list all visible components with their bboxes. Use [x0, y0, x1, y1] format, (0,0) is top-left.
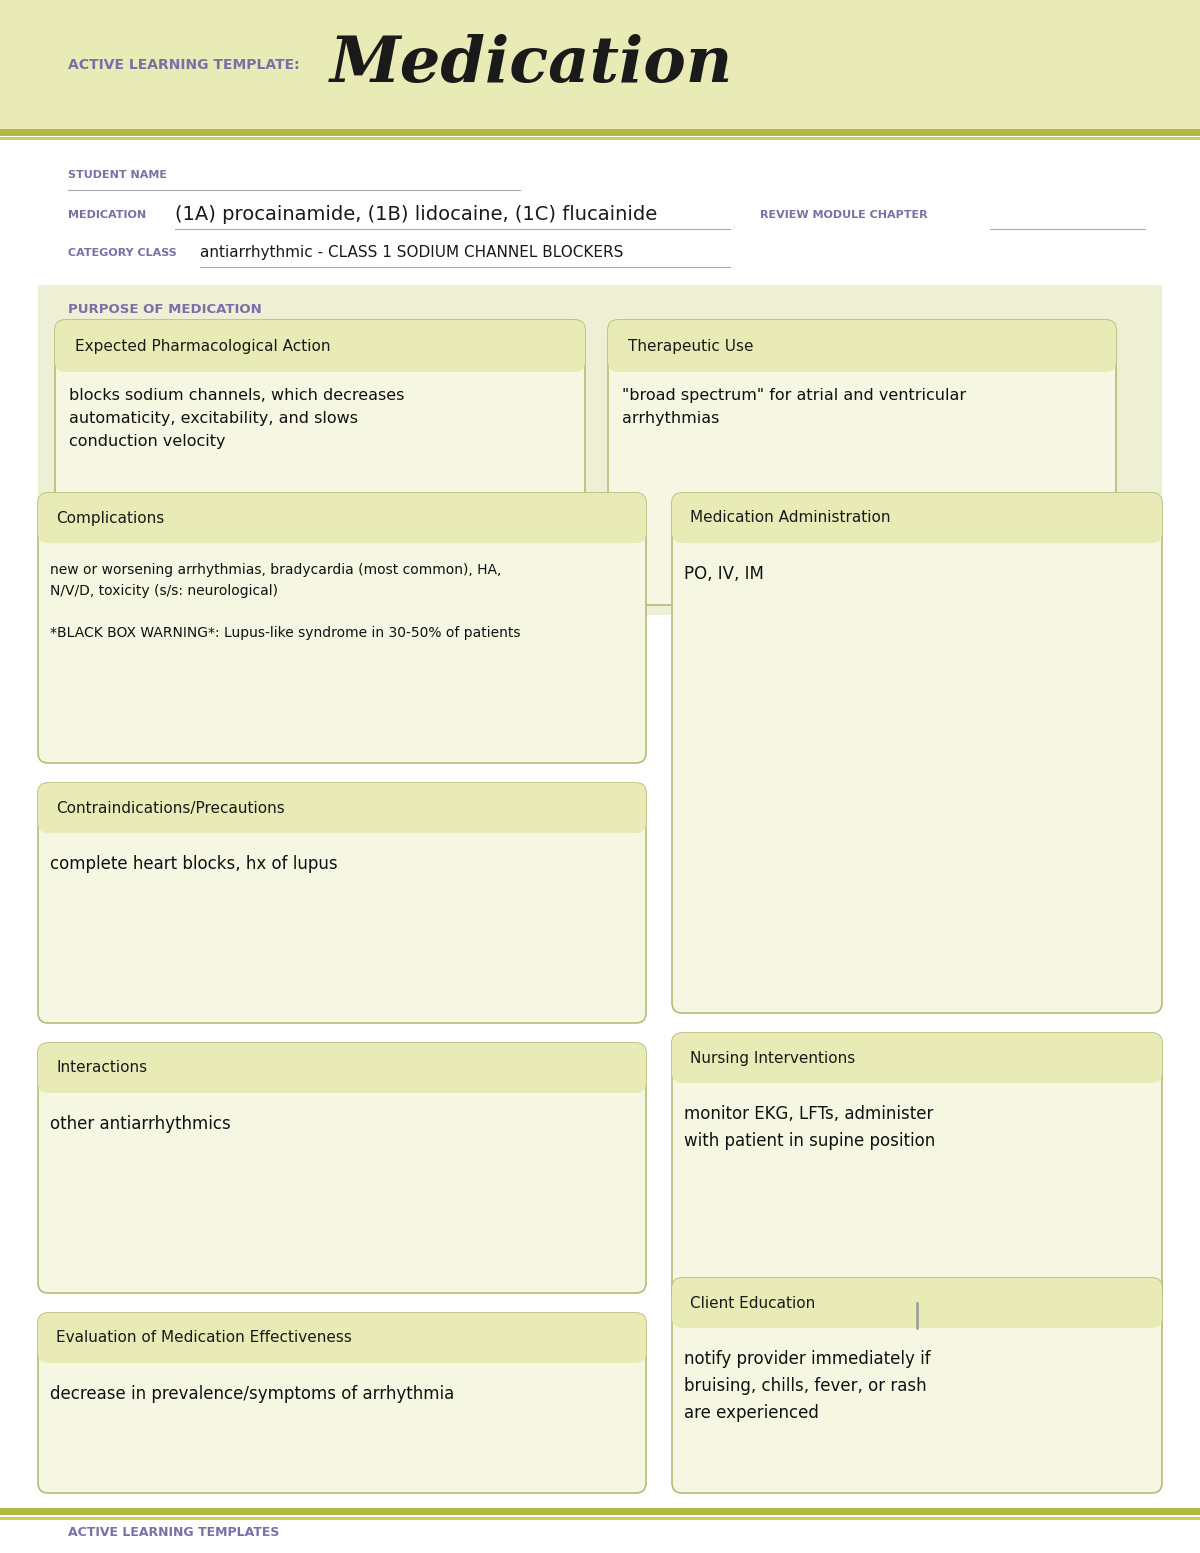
FancyBboxPatch shape [672, 492, 1162, 1013]
FancyBboxPatch shape [672, 1278, 1162, 1328]
FancyBboxPatch shape [672, 1033, 1162, 1303]
Text: CATEGORY CLASS: CATEGORY CLASS [68, 248, 176, 258]
FancyBboxPatch shape [38, 1312, 646, 1492]
Text: (1A) procainamide, (1B) lidocaine, (1C) flucainide: (1A) procainamide, (1B) lidocaine, (1C) … [175, 205, 658, 225]
FancyBboxPatch shape [38, 1044, 646, 1294]
Text: new or worsening arrhythmias, bradycardia (most common), HA,
N/V/D, toxicity (s/: new or worsening arrhythmias, bradycardi… [50, 564, 521, 640]
Text: Interactions: Interactions [56, 1061, 148, 1076]
FancyBboxPatch shape [38, 783, 646, 832]
Bar [0, 0, 1200, 130]
FancyBboxPatch shape [672, 1278, 1162, 1492]
FancyBboxPatch shape [672, 1033, 1162, 1082]
Text: "broad spectrum" for atrial and ventricular
arrhythmias: "broad spectrum" for atrial and ventricu… [622, 388, 966, 426]
Text: Complications: Complications [56, 511, 164, 525]
Text: other antiarrhythmics: other antiarrhythmics [50, 1115, 230, 1134]
FancyBboxPatch shape [55, 320, 586, 373]
Text: PO, IV, IM: PO, IV, IM [684, 565, 764, 582]
FancyBboxPatch shape [608, 320, 1116, 606]
Text: ACTIVE LEARNING TEMPLATES: ACTIVE LEARNING TEMPLATES [68, 1527, 280, 1539]
Text: blocks sodium channels, which decreases
automaticity, excitability, and slows
co: blocks sodium channels, which decreases … [70, 388, 404, 449]
FancyBboxPatch shape [55, 320, 586, 606]
FancyBboxPatch shape [38, 492, 646, 763]
Text: ACTIVE LEARNING TEMPLATE:: ACTIVE LEARNING TEMPLATE: [68, 57, 300, 71]
Text: Client Education: Client Education [690, 1295, 815, 1311]
Text: Therapeutic Use: Therapeutic Use [628, 339, 754, 354]
Text: Evaluation of Medication Effectiveness: Evaluation of Medication Effectiveness [56, 1331, 352, 1345]
Text: MEDICATION: MEDICATION [68, 210, 146, 221]
Text: Expected Pharmacological Action: Expected Pharmacological Action [74, 339, 330, 354]
Text: REVIEW MODULE CHAPTER: REVIEW MODULE CHAPTER [760, 210, 928, 221]
Text: Nursing Interventions: Nursing Interventions [690, 1050, 856, 1065]
Text: decrease in prevalence/symptoms of arrhythmia: decrease in prevalence/symptoms of arrhy… [50, 1385, 455, 1402]
Text: complete heart blocks, hx of lupus: complete heart blocks, hx of lupus [50, 856, 337, 873]
Text: Medication Administration: Medication Administration [690, 511, 890, 525]
Text: Medication: Medication [330, 34, 733, 96]
Text: monitor EKG, LFTs, administer
with patient in supine position: monitor EKG, LFTs, administer with patie… [684, 1106, 935, 1151]
Text: PURPOSE OF MEDICATION: PURPOSE OF MEDICATION [68, 303, 262, 315]
Text: antiarrhythmic - CLASS 1 SODIUM CHANNEL BLOCKERS: antiarrhythmic - CLASS 1 SODIUM CHANNEL … [200, 245, 623, 261]
FancyBboxPatch shape [608, 320, 1116, 373]
FancyBboxPatch shape [38, 492, 646, 544]
FancyBboxPatch shape [38, 783, 646, 1023]
Text: STUDENT NAME: STUDENT NAME [68, 169, 167, 180]
Bar [38, 286, 1162, 615]
FancyBboxPatch shape [38, 1044, 646, 1093]
Text: notify provider immediately if
bruising, chills, fever, or rash
are experienced: notify provider immediately if bruising,… [684, 1350, 931, 1423]
Text: Contraindications/Precautions: Contraindications/Precautions [56, 800, 284, 815]
FancyBboxPatch shape [38, 1312, 646, 1364]
FancyBboxPatch shape [672, 492, 1162, 544]
